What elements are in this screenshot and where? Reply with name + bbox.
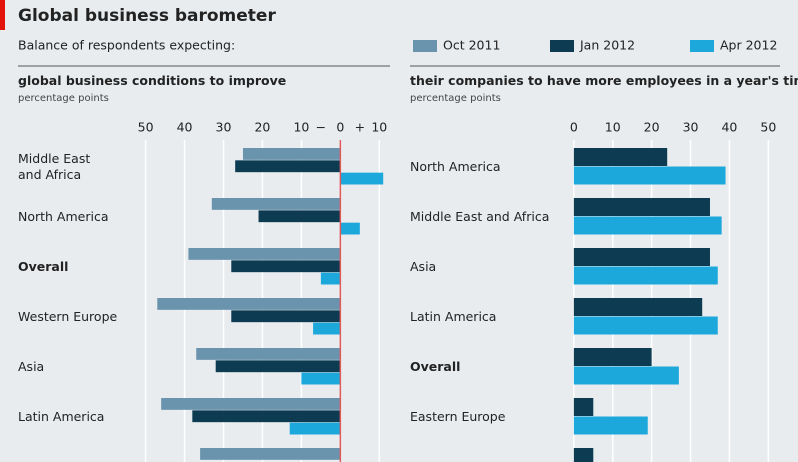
legend-swatch (690, 40, 714, 52)
bar (573, 266, 718, 285)
bar (573, 298, 703, 316)
x-tick-label: 10 (605, 120, 621, 135)
category-label: Western Europe (18, 308, 118, 324)
bar (301, 372, 341, 385)
legend-label: Jan 2012 (579, 38, 635, 53)
category-label: Overall (18, 258, 69, 274)
panel-subtitle: percentage points (410, 93, 501, 104)
accent-bar (0, 0, 5, 30)
x-tick-label: 0 (336, 120, 344, 135)
sign-label: − (316, 120, 326, 135)
category-label: Latin America (18, 408, 105, 424)
category-label: Latin America (410, 308, 497, 324)
bar (573, 148, 668, 166)
category-label: Overall (410, 358, 461, 374)
bar (320, 272, 341, 285)
bar (157, 298, 341, 310)
x-tick-label: 0 (570, 120, 578, 135)
bar (573, 198, 710, 216)
legend-label: Oct 2011 (443, 38, 500, 53)
bar (161, 398, 341, 410)
x-tick-label: 40 (177, 120, 193, 135)
x-tick-label: 20 (644, 120, 660, 135)
bar (573, 166, 726, 185)
category-label: North America (18, 208, 109, 224)
bar (573, 416, 648, 435)
x-tick-label: 50 (760, 120, 776, 135)
category-label: Middle East and Africa (18, 150, 91, 182)
bar (192, 410, 341, 423)
bar (188, 248, 341, 260)
x-tick-label: 30 (216, 120, 232, 135)
bar (313, 322, 341, 335)
bar (200, 448, 341, 460)
bar (340, 222, 360, 235)
chart-subtitle: Balance of respondents expecting: (18, 38, 235, 53)
bar (340, 172, 384, 185)
bar (573, 248, 710, 266)
bar (289, 422, 341, 435)
x-tick-label: 20 (254, 120, 270, 135)
category-label: Asia (410, 258, 437, 274)
bar (573, 448, 594, 462)
bar (573, 316, 718, 335)
category-label: Middle East and Africa (410, 208, 550, 224)
category-label: Asia (18, 358, 45, 374)
sign-label: + (355, 120, 365, 135)
x-tick-label: 50 (138, 120, 154, 135)
chart-title: Global business barometer (18, 6, 276, 26)
bar (573, 348, 652, 366)
x-tick-label: 30 (683, 120, 699, 135)
legend-label: Apr 2012 (720, 38, 777, 53)
legend-swatch (413, 40, 437, 52)
bar (235, 160, 341, 173)
category-label: Eastern Europe (410, 408, 506, 424)
bar (573, 216, 722, 235)
bar (215, 360, 341, 373)
x-tick-label: 10 (371, 120, 387, 135)
bar (231, 260, 341, 273)
bar (211, 198, 341, 210)
bar (242, 148, 341, 160)
bar (196, 348, 341, 360)
x-tick-label: 10 (293, 120, 309, 135)
panel-title: global business conditions to improve (18, 73, 287, 88)
legend-swatch (550, 40, 574, 52)
bar (258, 210, 341, 223)
bar (231, 310, 341, 323)
panel-title: their companies to have more employees i… (410, 73, 798, 88)
category-label: North America (410, 158, 501, 174)
x-tick-label: 40 (721, 120, 737, 135)
bar (573, 398, 594, 416)
panel-subtitle: percentage points (18, 93, 109, 104)
bar (573, 366, 679, 385)
